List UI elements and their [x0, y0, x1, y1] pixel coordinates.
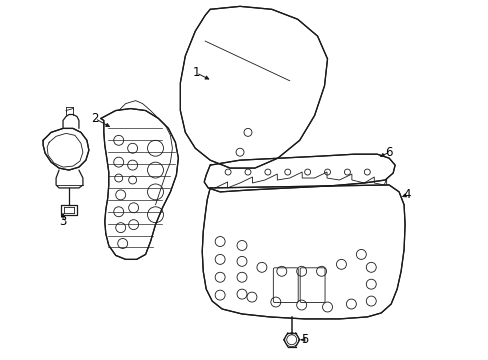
Text: 4: 4 — [403, 188, 410, 201]
Text: 1: 1 — [192, 66, 200, 79]
Polygon shape — [202, 185, 404, 319]
Text: 3: 3 — [59, 215, 66, 228]
Polygon shape — [204, 154, 394, 192]
Text: 2: 2 — [91, 112, 99, 125]
Text: 5: 5 — [300, 333, 308, 346]
Text: 6: 6 — [385, 146, 392, 159]
Polygon shape — [180, 6, 327, 168]
Polygon shape — [43, 129, 89, 170]
Polygon shape — [101, 109, 178, 260]
